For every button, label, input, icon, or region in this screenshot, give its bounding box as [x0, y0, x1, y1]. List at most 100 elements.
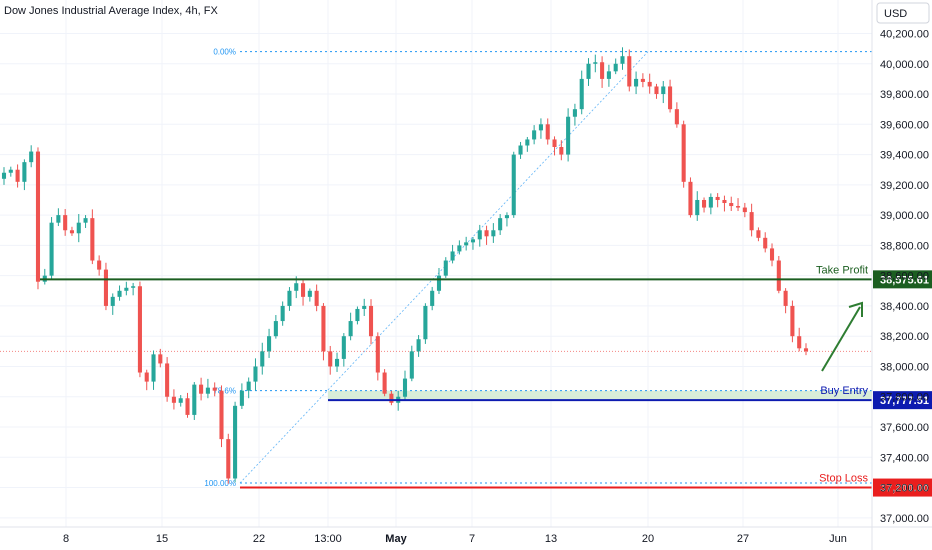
price-axis[interactable]: 40,200.00 40,000.00 39,800.00 39,600.00 39,4… [880, 29, 929, 525]
candle [375, 332, 380, 381]
candle [416, 335, 421, 357]
candle [307, 288, 312, 302]
arrow-shaft [821, 306, 861, 372]
candle-body [131, 286, 136, 288]
candle [253, 358, 258, 391]
levels: Take Profit 38,575.61 Buy Entry 37,777.51 St… [40, 264, 932, 497]
candle-body [470, 239, 476, 243]
candle [280, 301, 285, 326]
candle [457, 240, 462, 255]
candle-body [314, 290, 319, 306]
candle [464, 236, 469, 251]
candle-body [620, 56, 625, 64]
candle [178, 395, 183, 407]
y-tick-label: 37,400.00 [880, 452, 929, 464]
candle-body [627, 56, 632, 87]
y-tick-label: 39,400.00 [880, 150, 929, 162]
candle [668, 79, 673, 113]
candle-body [212, 387, 217, 391]
candle [606, 64, 611, 87]
candle [749, 203, 754, 237]
candle [97, 255, 102, 276]
candle [90, 209, 95, 265]
candle [219, 385, 224, 448]
y-tick-label: 37,200.00 [880, 483, 929, 495]
candle-body [735, 206, 741, 208]
candle-body [97, 260, 102, 270]
candle-body [375, 336, 380, 373]
candle [287, 287, 292, 311]
take-profit-price-tag [873, 270, 932, 289]
candle-body [674, 109, 679, 125]
candle [518, 141, 523, 159]
candle-body [797, 336, 802, 349]
candle [22, 159, 27, 191]
candle-body [783, 290, 788, 306]
candle [661, 81, 666, 104]
candle [260, 342, 265, 375]
candle [144, 369, 149, 391]
candle [600, 56, 605, 88]
candle [409, 345, 414, 382]
candle [1, 167, 7, 185]
candle-body [790, 305, 795, 337]
candle-body [260, 351, 265, 367]
candle [76, 214, 81, 243]
candle [348, 312, 353, 341]
candle-body [566, 116, 571, 155]
candle-body [280, 305, 285, 322]
candle-body [491, 230, 496, 237]
candle [8, 166, 13, 177]
candle-body [307, 290, 312, 297]
candle [328, 345, 333, 375]
time-axis[interactable]: 8 15 22 13:00 May 7 13 20 27 Jun [63, 533, 847, 545]
y-tick-label: 37,000.00 [880, 513, 929, 525]
candle [185, 392, 190, 418]
candle-body [538, 124, 543, 131]
candle-body [151, 354, 156, 382]
candle [15, 164, 20, 188]
stop-loss-price-tag [873, 478, 932, 497]
candle-body [518, 145, 523, 155]
candle [566, 108, 571, 162]
candle-body [192, 384, 197, 415]
candle-body [688, 181, 693, 216]
candle-body [464, 242, 469, 246]
candle [572, 103, 577, 126]
candle-body [29, 151, 34, 163]
candle [735, 198, 741, 212]
candle-body [137, 286, 142, 373]
stop-loss-label: Stop Loss [819, 473, 868, 485]
candle [688, 177, 693, 218]
candle [450, 244, 455, 264]
candle [49, 217, 54, 280]
candle [314, 284, 319, 312]
candle-body [334, 358, 340, 367]
candle-body [606, 71, 611, 79]
currency-button[interactable]: USD [876, 2, 930, 24]
candle-body [776, 260, 781, 291]
candle [627, 49, 632, 92]
x-tick-label: Jun [829, 533, 847, 545]
candle-body [409, 351, 414, 379]
candle [29, 145, 34, 168]
candle [756, 227, 761, 242]
candle-body [389, 393, 394, 403]
candle [199, 377, 204, 401]
buy-zone [328, 390, 872, 401]
x-tick-label: 13 [545, 533, 557, 545]
candle-body [525, 139, 530, 146]
candle [729, 196, 734, 212]
candle-body [545, 124, 550, 140]
candle-body [69, 230, 75, 234]
candle-body [273, 321, 278, 337]
candle-body [532, 130, 537, 140]
x-tick-label: 22 [253, 533, 265, 545]
candle-body [158, 354, 163, 364]
candle [430, 286, 435, 311]
candle [634, 71, 639, 95]
candle-body [348, 321, 353, 337]
candle [769, 243, 775, 267]
candle-body [640, 78, 645, 82]
candle-body [613, 63, 618, 72]
